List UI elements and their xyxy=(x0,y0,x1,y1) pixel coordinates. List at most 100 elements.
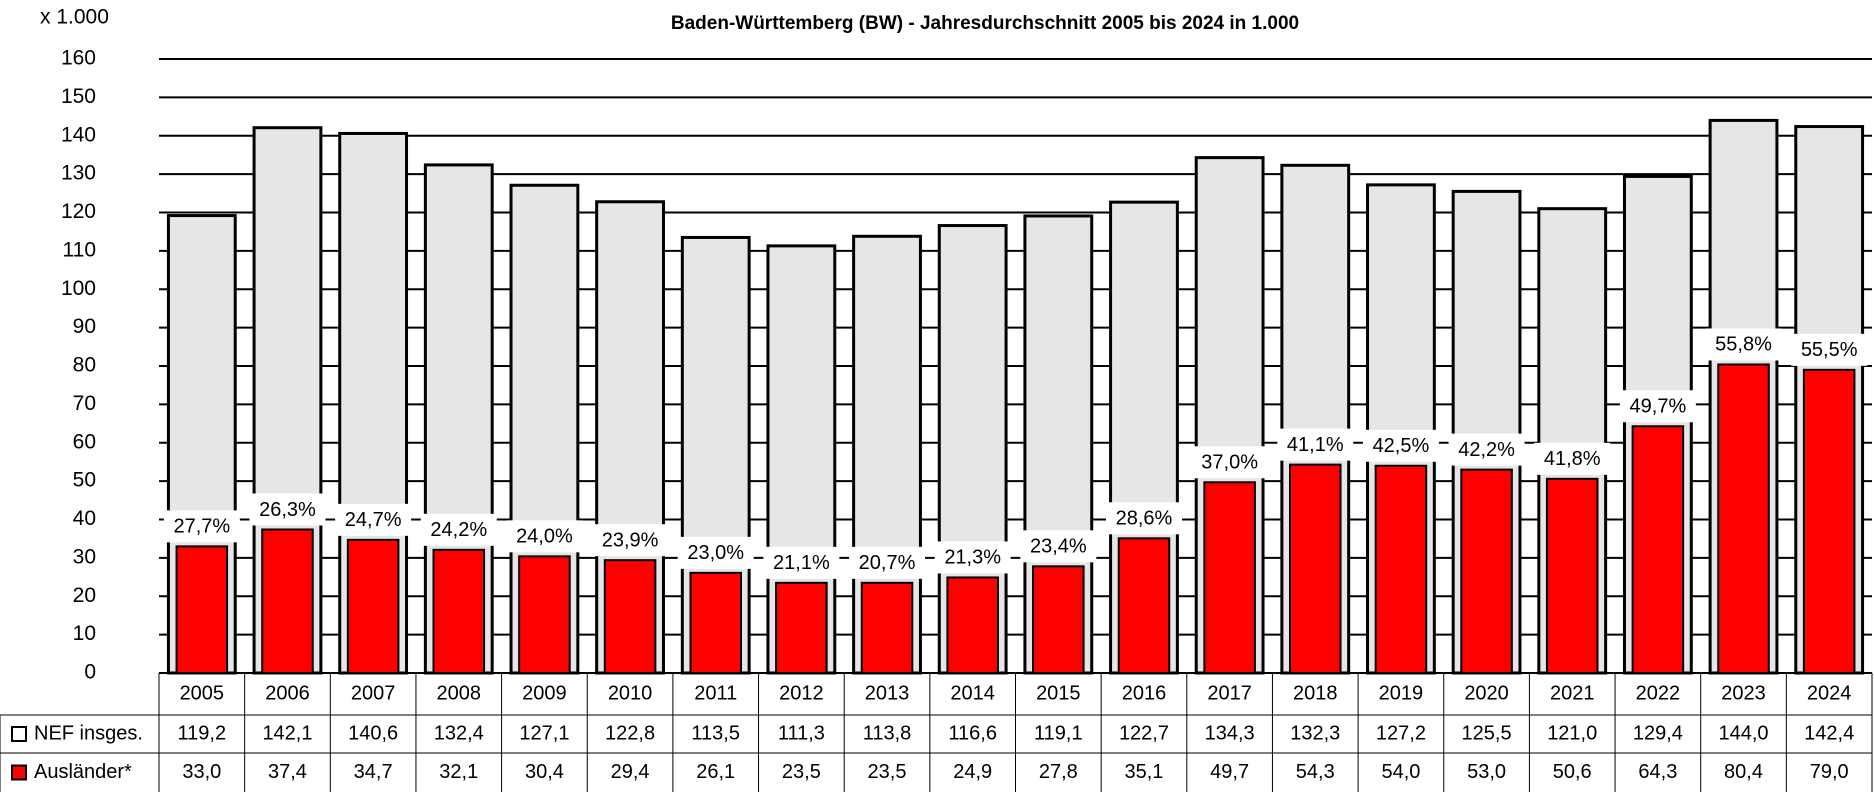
table-value: 80,4 xyxy=(1724,761,1763,783)
table-value: 140,6 xyxy=(348,722,398,744)
bar xyxy=(775,581,828,674)
table-value: 32,1 xyxy=(439,761,478,783)
share-label-bg xyxy=(1534,442,1611,475)
share-label: 21,1% xyxy=(773,552,830,574)
y-tick-label: 130 xyxy=(61,162,96,185)
bar xyxy=(1802,368,1856,674)
share-label-bg xyxy=(506,520,583,553)
x-tick-label: 2015 xyxy=(1036,682,1081,704)
legend-label: NEF insges. xyxy=(34,722,143,744)
bar xyxy=(603,559,657,674)
x-tick-label: 2022 xyxy=(1636,682,1681,704)
x-tick-label: 2017 xyxy=(1207,682,1252,704)
x-tick-label: 2024 xyxy=(1807,682,1852,704)
table-value: 132,4 xyxy=(434,722,484,744)
legend-label: Ausländer* xyxy=(34,761,132,783)
y-tick-label: 10 xyxy=(73,622,96,645)
share-label-bg xyxy=(335,503,412,536)
table-value: 122,8 xyxy=(605,722,655,744)
table-value: 64,3 xyxy=(1638,761,1677,783)
table-value: 119,2 xyxy=(178,722,227,744)
x-tick-label: 2007 xyxy=(351,682,396,704)
share-label: 21,3% xyxy=(944,547,1001,569)
bar xyxy=(1374,464,1428,674)
share-label: 41,8% xyxy=(1544,448,1601,470)
table-value: 35,1 xyxy=(1125,761,1164,783)
legend-swatch xyxy=(11,764,27,781)
share-label: 20,7% xyxy=(859,552,916,574)
table-value: 125,5 xyxy=(1462,722,1512,744)
share-label: 42,2% xyxy=(1458,439,1515,461)
y-tick-label: 140 xyxy=(61,123,96,146)
y-tick-label: 80 xyxy=(73,354,96,377)
share-label-bg xyxy=(420,513,497,546)
table-value: 23,5 xyxy=(868,761,907,783)
bar xyxy=(1631,425,1685,674)
share-label: 41,1% xyxy=(1287,434,1344,456)
x-tick-label: 2010 xyxy=(608,682,653,704)
x-tick-label: 2016 xyxy=(1122,682,1167,704)
table-value: 119,1 xyxy=(1034,722,1083,744)
bar xyxy=(860,581,914,674)
share-label: 26,3% xyxy=(259,499,316,521)
share-label: 24,0% xyxy=(516,526,573,548)
share-label: 28,6% xyxy=(1116,508,1173,530)
table-value: 142,1 xyxy=(262,722,312,744)
table-value: 29,4 xyxy=(611,761,650,783)
bar xyxy=(1032,565,1085,675)
table-value: 49,7 xyxy=(1210,761,1249,783)
table-value: 132,3 xyxy=(1290,722,1340,744)
share-label: 23,9% xyxy=(602,529,659,551)
table-value: 50,6 xyxy=(1553,761,1592,783)
bar xyxy=(689,571,742,674)
table-value: 113,5 xyxy=(691,722,740,744)
table-value: 111,3 xyxy=(778,722,825,744)
bar xyxy=(346,538,400,674)
x-tick-label: 2021 xyxy=(1550,682,1595,704)
share-label: 55,5% xyxy=(1801,339,1858,361)
x-tick-label: 2023 xyxy=(1721,682,1766,704)
bar xyxy=(518,555,571,675)
x-tick-label: 2012 xyxy=(779,682,824,704)
table-value: 54,0 xyxy=(1381,761,1420,783)
y-tick-label: 150 xyxy=(61,85,96,108)
share-label-bg xyxy=(1105,502,1182,535)
x-tick-label: 2018 xyxy=(1293,682,1338,704)
y-tick-label: 0 xyxy=(84,661,96,684)
table-value: 30,4 xyxy=(525,761,564,783)
y-tick-label: 90 xyxy=(73,315,96,338)
share-label-bg xyxy=(249,493,326,526)
share-label: 24,2% xyxy=(430,519,487,541)
table-value: 134,3 xyxy=(1205,722,1255,744)
share-label-bg xyxy=(1277,428,1354,461)
x-tick-label: 2008 xyxy=(437,682,482,704)
x-tick-label: 2011 xyxy=(694,682,737,704)
y-unit-label: x 1.000 xyxy=(40,6,109,29)
table-value: 121,0 xyxy=(1547,722,1597,744)
bar xyxy=(1717,363,1770,674)
y-tick-label: 110 xyxy=(63,238,96,261)
share-label: 24,7% xyxy=(345,509,402,531)
share-label-bg xyxy=(849,546,926,579)
table-value: 79,0 xyxy=(1810,761,1849,783)
y-tick-label: 120 xyxy=(61,200,96,223)
share-label: 23,0% xyxy=(687,542,744,564)
table-value: 33,0 xyxy=(182,761,221,783)
table-value: 53,0 xyxy=(1467,761,1506,783)
table-value: 122,7 xyxy=(1119,722,1169,744)
table-value: 127,2 xyxy=(1376,722,1426,744)
table-value: 129,4 xyxy=(1633,722,1683,744)
share-label-bg xyxy=(677,536,754,569)
bar xyxy=(1460,468,1513,674)
legend-swatch xyxy=(11,726,27,742)
x-tick-label: 2014 xyxy=(950,682,995,704)
x-tick-label: 2019 xyxy=(1379,682,1424,704)
table-value: 37,4 xyxy=(268,761,307,783)
table-value: 142,4 xyxy=(1804,722,1854,744)
y-tick-label: 40 xyxy=(73,507,96,530)
share-label-bg xyxy=(592,524,669,557)
share-label: 37,0% xyxy=(1201,452,1258,474)
x-tick-label: 2006 xyxy=(265,682,310,704)
share-label-bg xyxy=(1191,446,1268,479)
